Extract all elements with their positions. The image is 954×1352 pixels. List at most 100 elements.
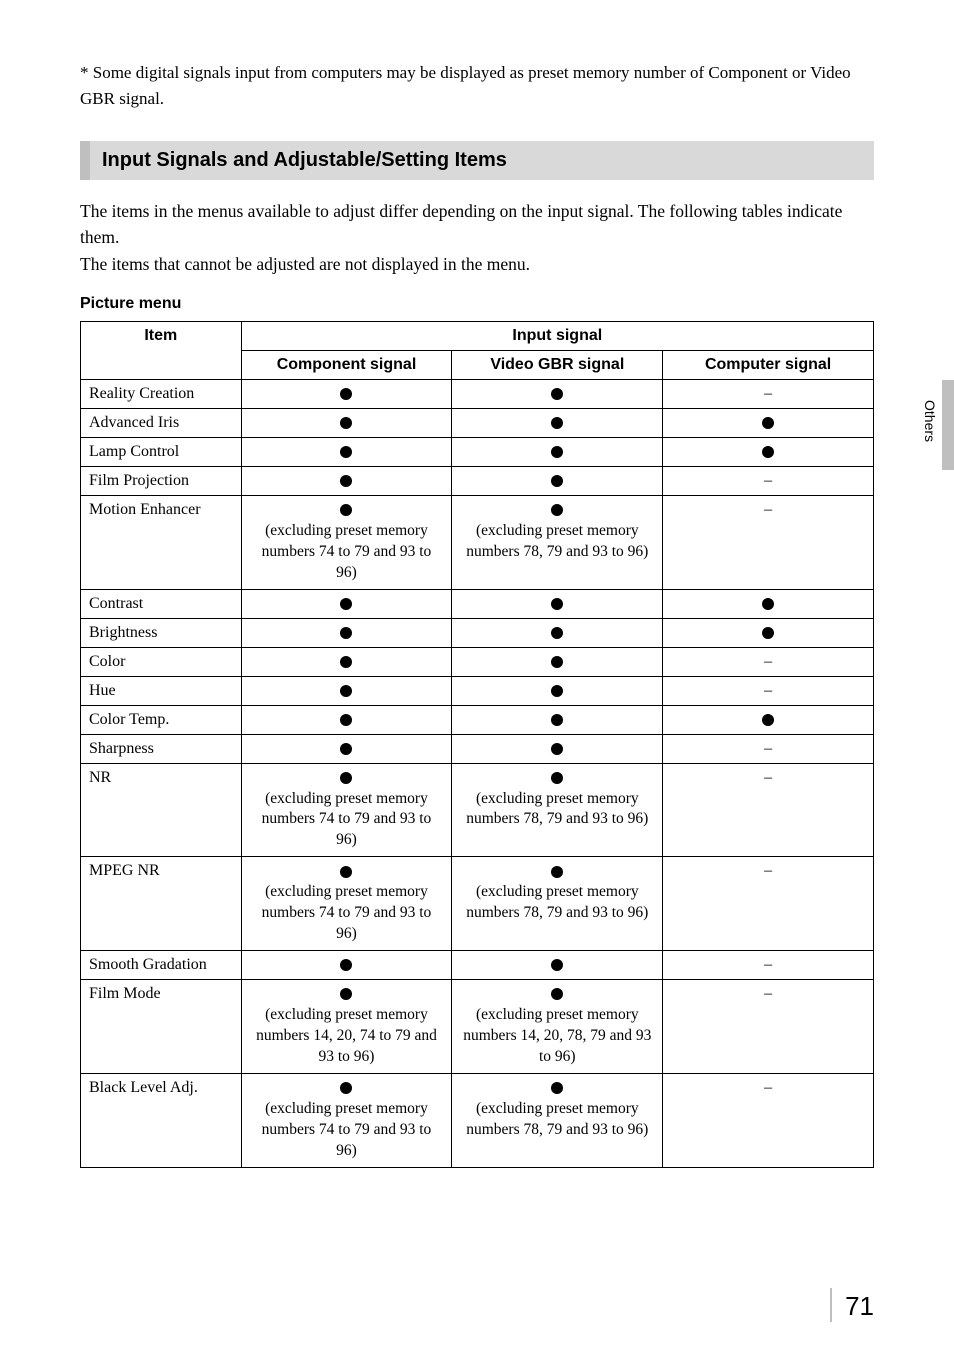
item-cell: Contrast: [81, 589, 242, 618]
signal-cell: –: [663, 466, 874, 495]
subheading: Picture menu: [80, 295, 874, 313]
dot-icon: [340, 772, 352, 784]
dot-icon: [551, 988, 563, 1000]
item-cell: MPEG NR: [81, 857, 242, 951]
item-cell: NR: [81, 763, 242, 857]
signal-cell: –: [663, 951, 874, 980]
item-cell: Motion Enhancer: [81, 495, 242, 589]
dot-icon: [340, 504, 352, 516]
dot-icon: [340, 446, 352, 458]
signal-cell: –: [663, 495, 874, 589]
dot-icon: [762, 417, 774, 429]
signal-cell: (excluding preset memory numbers 78, 79 …: [452, 495, 663, 589]
table-row: Lamp Control: [81, 437, 874, 466]
dot-icon: [551, 685, 563, 697]
intro-p1: The items in the menus available to adju…: [80, 201, 842, 247]
cell-note: (excluding preset memory numbers 78, 79 …: [460, 1099, 654, 1141]
table-row: Black Level Adj.(excluding preset memory…: [81, 1073, 874, 1167]
signal-cell: [663, 589, 874, 618]
table-row: Color –: [81, 647, 874, 676]
cell-note: (excluding preset memory numbers 14, 20,…: [250, 1005, 444, 1068]
dot-icon: [551, 446, 563, 458]
signal-cell: –: [663, 647, 874, 676]
signal-cell: [241, 705, 452, 734]
table-row: Sharpness –: [81, 734, 874, 763]
footnote-text: * Some digital signals input from comput…: [80, 60, 874, 111]
dot-icon: [551, 743, 563, 755]
signal-cell: [663, 618, 874, 647]
item-cell: Reality Creation: [81, 379, 242, 408]
table-row: MPEG NR (excluding preset memory numbers …: [81, 857, 874, 951]
side-tab: Others: [926, 380, 954, 470]
signal-cell: [663, 705, 874, 734]
signal-cell: [241, 437, 452, 466]
signal-cell: [241, 676, 452, 705]
dot-icon: [762, 627, 774, 639]
table-row: Contrast: [81, 589, 874, 618]
signal-cell: (excluding preset memory numbers 14, 20,…: [241, 980, 452, 1074]
dot-icon: [551, 598, 563, 610]
signal-cell: (excluding preset memory numbers 74 to 7…: [241, 1073, 452, 1167]
signal-cell: [663, 408, 874, 437]
signal-cell: (excluding preset memory numbers 14, 20,…: [452, 980, 663, 1074]
signal-cell: [241, 618, 452, 647]
dot-icon: [551, 627, 563, 639]
table-row: Advanced Iris: [81, 408, 874, 437]
dot-icon: [551, 656, 563, 668]
side-tab-bar: [942, 380, 954, 470]
intro-p2: The items that cannot be adjusted are no…: [80, 254, 530, 274]
dot-icon: [551, 417, 563, 429]
dot-icon: [340, 959, 352, 971]
cell-note: (excluding preset memory numbers 74 to 7…: [250, 789, 444, 852]
picture-menu-table: Item Input signal Component signal Video…: [80, 321, 874, 1168]
table-header-component: Component signal: [241, 350, 452, 379]
signal-cell: –: [663, 763, 874, 857]
item-cell: Black Level Adj.: [81, 1073, 242, 1167]
cell-note: (excluding preset memory numbers 74 to 7…: [250, 1099, 444, 1162]
cell-note: (excluding preset memory numbers 14, 20,…: [460, 1005, 654, 1068]
item-cell: Hue: [81, 676, 242, 705]
dot-icon: [340, 656, 352, 668]
item-cell: Brightness: [81, 618, 242, 647]
dot-icon: [551, 714, 563, 726]
dot-icon: [340, 714, 352, 726]
dot-icon: [340, 417, 352, 429]
signal-cell: [241, 951, 452, 980]
dot-icon: [340, 1082, 352, 1094]
table-header-input: Input signal: [241, 321, 873, 350]
signal-cell: [452, 466, 663, 495]
cell-note: (excluding preset memory numbers 74 to 7…: [250, 521, 444, 584]
dot-icon: [340, 685, 352, 697]
page-number: 71: [845, 1291, 874, 1322]
signal-cell: (excluding preset memory numbers 78, 79 …: [452, 857, 663, 951]
cell-note: (excluding preset memory numbers 78, 79 …: [460, 882, 654, 924]
table-header-video-gbr: Video GBR signal: [452, 350, 663, 379]
dot-icon: [551, 866, 563, 878]
signal-cell: (excluding preset memory numbers 78, 79 …: [452, 763, 663, 857]
signal-cell: [452, 951, 663, 980]
item-cell: Film Mode: [81, 980, 242, 1074]
section-heading: Input Signals and Adjustable/Setting Ite…: [80, 141, 874, 180]
signal-cell: [452, 705, 663, 734]
dot-icon: [551, 1082, 563, 1094]
dot-icon: [551, 959, 563, 971]
signal-cell: [452, 647, 663, 676]
table-header-computer: Computer signal: [663, 350, 874, 379]
table-row: Color Temp.: [81, 705, 874, 734]
intro-text: The items in the menus available to adju…: [80, 198, 874, 277]
page-number-bar: [830, 1288, 832, 1322]
signal-cell: –: [663, 980, 874, 1074]
item-cell: Sharpness: [81, 734, 242, 763]
dot-icon: [762, 714, 774, 726]
signal-cell: (excluding preset memory numbers 74 to 7…: [241, 763, 452, 857]
table-row: Film Projection–: [81, 466, 874, 495]
signal-cell: [241, 408, 452, 437]
signal-cell: –: [663, 734, 874, 763]
signal-cell: [452, 437, 663, 466]
signal-cell: [241, 589, 452, 618]
table-row: NR(excluding preset memory numbers 74 to…: [81, 763, 874, 857]
signal-cell: –: [663, 1073, 874, 1167]
item-cell: Color: [81, 647, 242, 676]
signal-cell: [663, 437, 874, 466]
table-row: Smooth Gradation–: [81, 951, 874, 980]
